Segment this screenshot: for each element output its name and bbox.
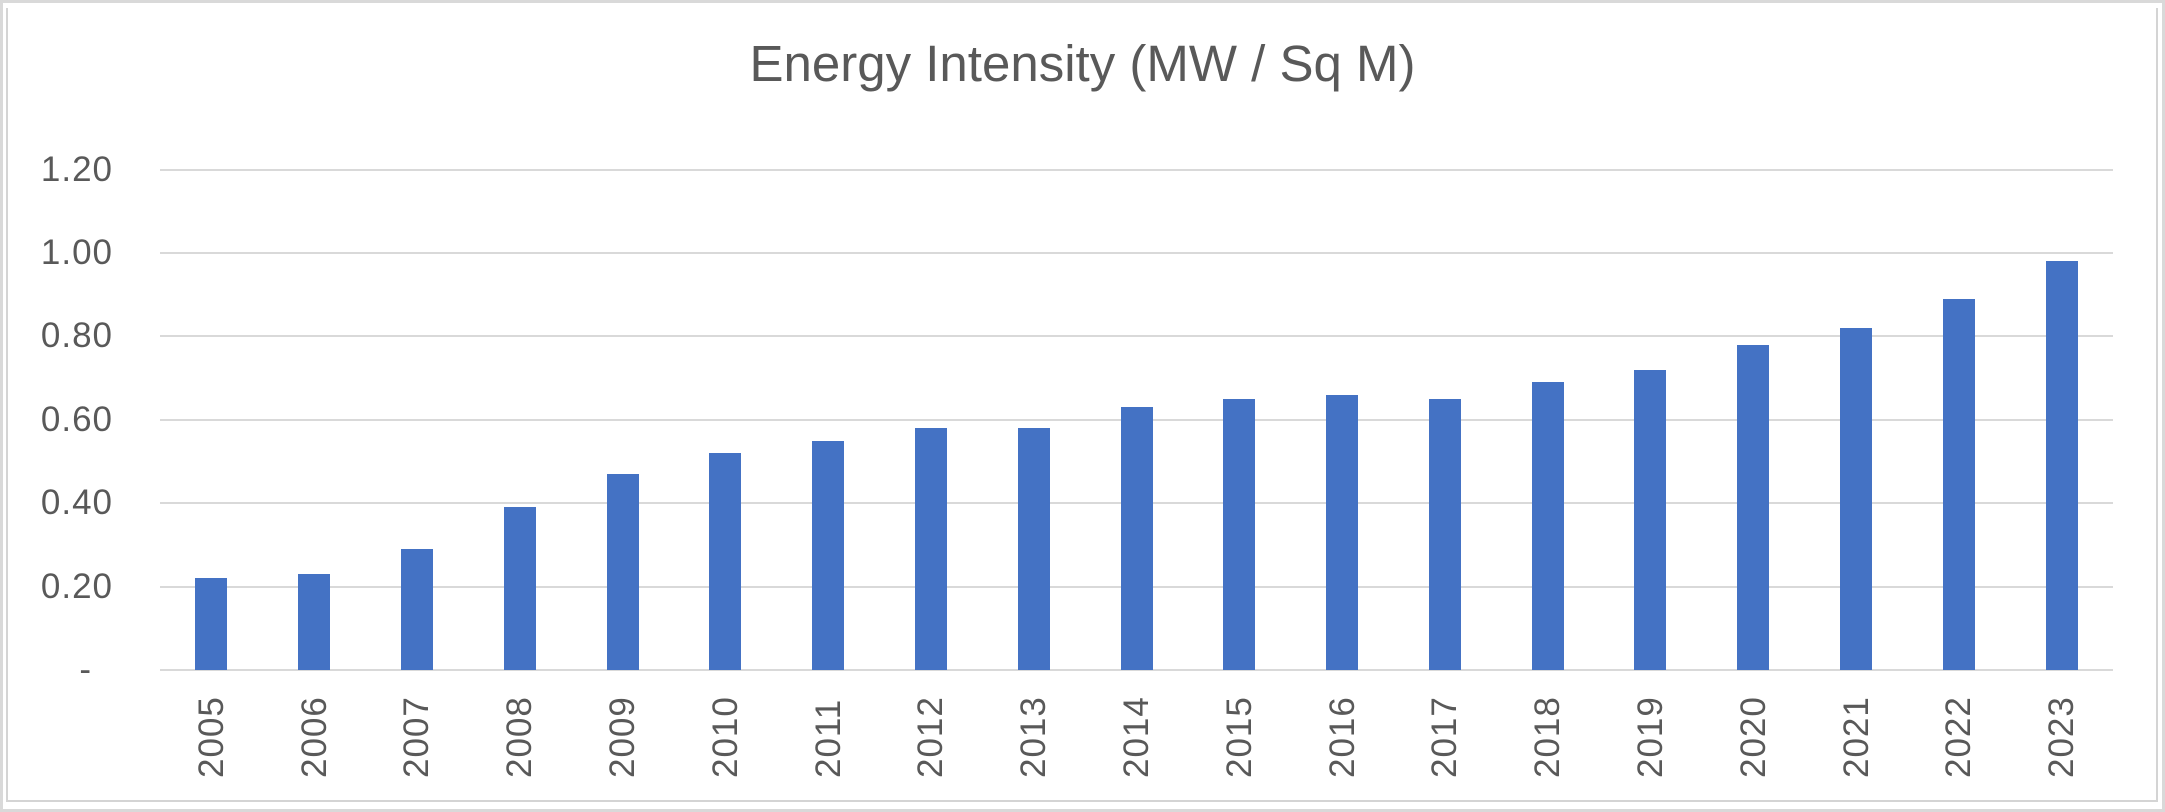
y-axis-label-0.20: 0.20 (40, 566, 113, 606)
bar-2023 (2045, 261, 2078, 670)
y-axis-label-0.40: 0.40 (40, 483, 113, 523)
x-axis-label-2006: 2006 (294, 696, 334, 778)
y-axis-label-1.00: 1.00 (40, 233, 113, 272)
x-axis-label-2019: 2019 (1630, 696, 1670, 778)
x-axis-label-2015: 2015 (1219, 696, 1259, 778)
bar-2018 (1531, 382, 1564, 670)
bar-2006 (298, 574, 331, 670)
chart-inner-border-right (2156, 8, 2158, 802)
gridline (160, 669, 2113, 671)
y-axis-label-0: - (79, 650, 92, 689)
bar-2005 (195, 578, 228, 670)
x-axis-label-2017: 2017 (1425, 696, 1465, 778)
x-axis-label-2022: 2022 (1939, 696, 1979, 778)
bar-2010 (709, 453, 742, 670)
bar-2009 (606, 474, 639, 670)
y-axis-label-0.60: 0.60 (40, 399, 113, 439)
bar-2016 (1326, 394, 1359, 670)
y-axis-label-0.80: 0.80 (40, 316, 113, 356)
x-axis-label-2016: 2016 (1322, 696, 1362, 778)
x-axis-label-2018: 2018 (1528, 696, 1568, 778)
bar-2017 (1428, 398, 1461, 670)
bar-2011 (812, 440, 845, 670)
x-axis-label-2023: 2023 (2042, 696, 2082, 778)
x-axis-label-2021: 2021 (1836, 696, 1876, 778)
x-axis-label-2010: 2010 (705, 696, 745, 778)
bar-2007 (400, 549, 433, 670)
gridline (160, 335, 2113, 338)
bar-2021 (1840, 328, 1873, 670)
gridline (160, 252, 2113, 254)
x-axis-label-2008: 2008 (500, 696, 540, 778)
chart-inner-border-bottom (6, 800, 2158, 802)
chart-inner-border-left (6, 8, 8, 802)
x-axis-label-2009: 2009 (603, 696, 643, 778)
chart-title: Energy Intensity (MW / Sq M) (749, 35, 1416, 92)
bar-2020 (1737, 344, 1770, 670)
bar-2022 (1942, 298, 1975, 670)
x-axis-label-2014: 2014 (1117, 696, 1156, 778)
x-axis-label-2020: 2020 (1733, 696, 1773, 778)
bar-2019 (1634, 369, 1667, 670)
bar-2015 (1223, 398, 1256, 670)
x-axis-label-2012: 2012 (911, 696, 951, 778)
bar-2012 (914, 428, 947, 670)
x-axis-label-2013: 2013 (1014, 696, 1054, 778)
x-axis-label-2005: 2005 (191, 696, 231, 778)
gridline (160, 168, 2113, 171)
bar-2008 (503, 507, 536, 670)
x-axis-label-2011: 2011 (808, 698, 848, 778)
bar-2014 (1120, 407, 1153, 670)
bar-2013 (1017, 428, 1050, 670)
y-axis-label-1.20: 1.20 (40, 149, 113, 189)
x-axis-label-2007: 2007 (397, 696, 437, 778)
